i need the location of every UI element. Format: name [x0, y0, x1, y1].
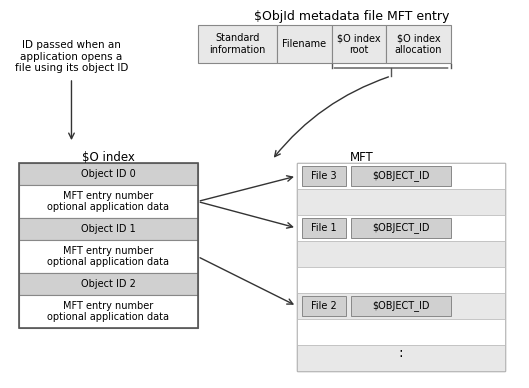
Text: File 3: File 3 — [311, 171, 337, 181]
FancyBboxPatch shape — [302, 166, 346, 186]
FancyBboxPatch shape — [297, 345, 505, 371]
FancyBboxPatch shape — [297, 241, 505, 267]
FancyBboxPatch shape — [197, 25, 277, 63]
Text: $O index
allocation: $O index allocation — [395, 33, 442, 55]
Text: Standard
information: Standard information — [209, 33, 266, 55]
Text: MFT entry number
optional application data: MFT entry number optional application da… — [47, 191, 169, 212]
Text: File 2: File 2 — [311, 301, 337, 311]
FancyBboxPatch shape — [351, 218, 451, 238]
FancyBboxPatch shape — [19, 218, 197, 240]
Text: File 1: File 1 — [311, 223, 337, 233]
Text: $OBJECT_ID: $OBJECT_ID — [372, 301, 430, 312]
FancyBboxPatch shape — [277, 25, 332, 63]
FancyBboxPatch shape — [332, 25, 386, 63]
FancyBboxPatch shape — [19, 240, 197, 273]
FancyBboxPatch shape — [302, 296, 346, 316]
Text: MFT: MFT — [349, 151, 373, 164]
FancyBboxPatch shape — [297, 189, 505, 215]
Text: MFT entry number
optional application data: MFT entry number optional application da… — [47, 246, 169, 267]
Text: ID passed when an
application opens a
file using its object ID: ID passed when an application opens a fi… — [15, 40, 128, 73]
Text: Object ID 1: Object ID 1 — [81, 224, 135, 234]
FancyBboxPatch shape — [297, 267, 505, 293]
Text: $OBJECT_ID: $OBJECT_ID — [372, 223, 430, 234]
FancyBboxPatch shape — [297, 319, 505, 345]
FancyBboxPatch shape — [297, 163, 505, 371]
Text: :: : — [399, 346, 403, 360]
FancyBboxPatch shape — [297, 163, 505, 189]
FancyBboxPatch shape — [19, 295, 197, 328]
FancyBboxPatch shape — [386, 25, 451, 63]
FancyBboxPatch shape — [297, 215, 505, 241]
FancyBboxPatch shape — [19, 163, 197, 185]
Text: $OBJECT_ID: $OBJECT_ID — [372, 171, 430, 182]
Text: MFT entry number
optional application data: MFT entry number optional application da… — [47, 301, 169, 322]
FancyBboxPatch shape — [351, 296, 451, 316]
Text: $O index: $O index — [82, 151, 135, 164]
Text: Object ID 2: Object ID 2 — [81, 279, 135, 289]
FancyBboxPatch shape — [351, 166, 451, 186]
FancyBboxPatch shape — [19, 185, 197, 218]
Text: $O index
root: $O index root — [337, 33, 380, 55]
Text: Object ID 0: Object ID 0 — [81, 169, 135, 179]
Text: Filename: Filename — [282, 39, 326, 49]
Text: $ObjId metadata file MFT entry: $ObjId metadata file MFT entry — [254, 10, 449, 23]
FancyBboxPatch shape — [302, 218, 346, 238]
FancyBboxPatch shape — [297, 293, 505, 319]
FancyBboxPatch shape — [19, 273, 197, 295]
